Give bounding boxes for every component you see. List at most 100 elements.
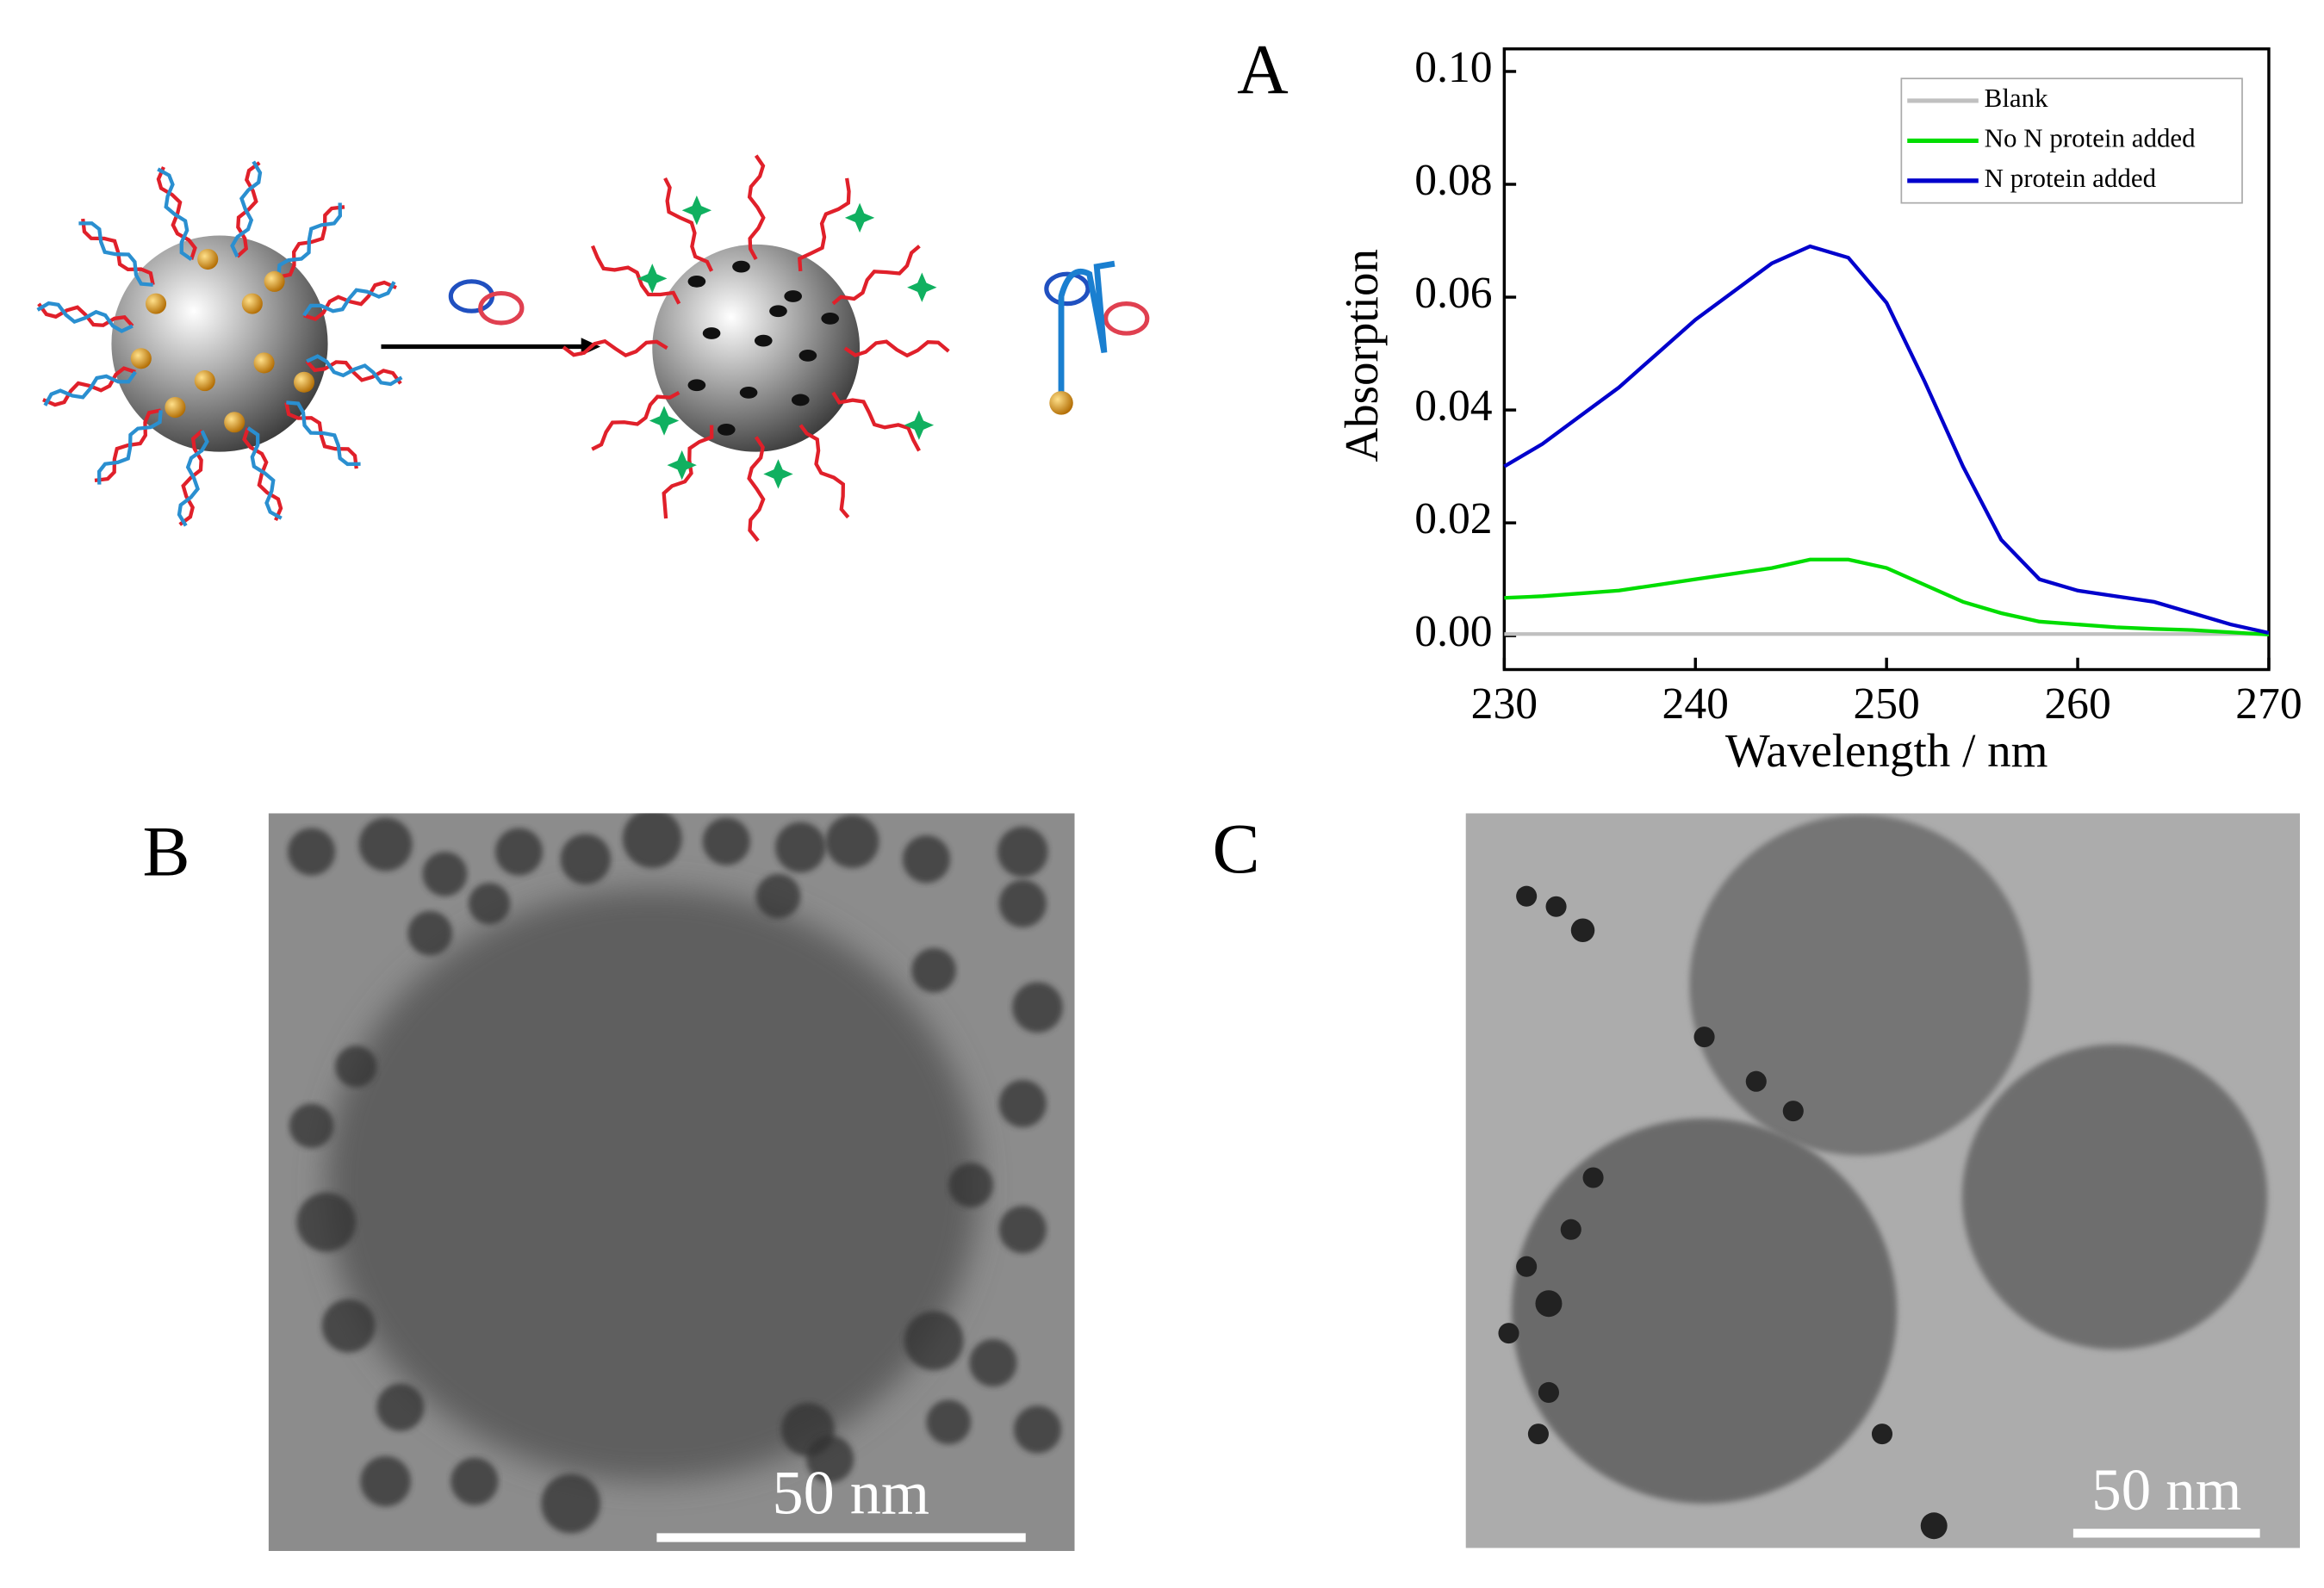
nanoparticle bbox=[1782, 1101, 1804, 1122]
strand bbox=[246, 426, 283, 520]
nanoparticle bbox=[1535, 1290, 1563, 1318]
nanoparticle bbox=[969, 1339, 1017, 1387]
nanoparticle bbox=[998, 879, 1047, 927]
strand bbox=[37, 302, 134, 328]
nanoparticle bbox=[702, 817, 750, 865]
strand bbox=[277, 202, 342, 277]
signal-star bbox=[667, 450, 697, 481]
strand bbox=[747, 436, 766, 543]
x-tick-label: 250 bbox=[1853, 679, 1919, 729]
protein bbox=[478, 291, 525, 326]
sphere bbox=[111, 235, 328, 452]
nanoparticle bbox=[1545, 896, 1567, 917]
pore bbox=[791, 394, 810, 406]
legend-label: Blank bbox=[1985, 83, 2048, 113]
panel-label: C bbox=[1212, 809, 1259, 888]
nanoparticle bbox=[1527, 1424, 1549, 1445]
nanoparticle bbox=[755, 873, 801, 919]
nanoparticle bbox=[407, 910, 453, 956]
pore bbox=[717, 423, 736, 436]
nanoparticle bbox=[468, 883, 511, 925]
nanoparticle bbox=[926, 1399, 972, 1445]
nanoparticle bbox=[1693, 1027, 1715, 1048]
panel-label: B bbox=[143, 812, 190, 891]
x-tick-label: 230 bbox=[1471, 679, 1538, 729]
aptamer bbox=[1058, 260, 1115, 400]
strand bbox=[236, 161, 261, 258]
gold-particle bbox=[293, 371, 315, 393]
gold-particle bbox=[130, 348, 152, 369]
nanoparticle bbox=[622, 813, 682, 868]
signal-star bbox=[637, 264, 668, 294]
strand bbox=[156, 166, 197, 260]
nanoparticle bbox=[296, 1192, 357, 1252]
tem-image: 50 nm bbox=[1465, 813, 2301, 1548]
strand bbox=[590, 245, 681, 305]
tem-image: 50 nm bbox=[268, 813, 1075, 1551]
y-tick-label: 0.08 bbox=[1414, 156, 1492, 205]
schematic bbox=[36, 154, 1150, 543]
strand bbox=[591, 390, 680, 451]
signal-star bbox=[763, 459, 793, 489]
x-tick-label: 270 bbox=[2235, 679, 2302, 729]
pore bbox=[769, 305, 787, 318]
pore bbox=[798, 349, 817, 362]
strand bbox=[43, 370, 137, 406]
pore bbox=[821, 312, 840, 325]
strand bbox=[277, 205, 345, 279]
strand bbox=[284, 401, 358, 469]
y-tick-label: 0.10 bbox=[1414, 43, 1492, 92]
signal-star bbox=[844, 202, 875, 233]
series-line bbox=[1503, 244, 2270, 636]
nanoparticle bbox=[997, 826, 1048, 878]
scale-label: 50 nm bbox=[772, 1458, 929, 1527]
nanoparticle bbox=[911, 947, 956, 993]
protein bbox=[1103, 301, 1150, 336]
gold-particle bbox=[194, 370, 215, 392]
nanoparticle bbox=[1538, 1381, 1559, 1403]
nanoparticle bbox=[904, 1311, 964, 1371]
nanoparticle bbox=[1516, 885, 1538, 907]
strand bbox=[78, 221, 153, 287]
strand bbox=[798, 177, 851, 272]
strand bbox=[36, 301, 134, 333]
nanoparticle bbox=[560, 834, 612, 884]
nanoparticle bbox=[998, 1206, 1047, 1254]
strand bbox=[831, 391, 921, 452]
nanoparticle bbox=[289, 1103, 334, 1149]
nanoparticle bbox=[541, 1473, 601, 1534]
nanoparticle bbox=[358, 817, 413, 872]
pore bbox=[687, 275, 706, 288]
strand bbox=[286, 400, 361, 467]
gold-particle bbox=[197, 248, 219, 270]
pore bbox=[687, 379, 706, 392]
nanoparticle bbox=[775, 822, 826, 873]
pore bbox=[739, 386, 758, 399]
nanoparticle bbox=[335, 1045, 377, 1088]
y-tick-label: 0.00 bbox=[1414, 607, 1492, 656]
nanoparticle bbox=[1745, 1070, 1767, 1092]
nanoparticle bbox=[1871, 1424, 1893, 1445]
gold-particle bbox=[253, 352, 275, 374]
tem-particle bbox=[1511, 1118, 1898, 1504]
y-tick-label: 0.02 bbox=[1414, 494, 1492, 543]
tem-particle bbox=[326, 889, 979, 1482]
nanoparticle bbox=[948, 1163, 993, 1207]
nanoparticle bbox=[1013, 1405, 1062, 1454]
signal-star bbox=[907, 272, 937, 302]
strand bbox=[157, 167, 193, 261]
x-tick-label: 260 bbox=[2044, 679, 2110, 729]
strand bbox=[305, 360, 402, 385]
strand bbox=[747, 154, 766, 261]
strand bbox=[831, 245, 921, 306]
tem-particle bbox=[1689, 815, 2031, 1156]
chart: Wavelength / nm Absorption 0.00 0.02 0.04 0… bbox=[1335, 43, 2302, 777]
signal-star bbox=[649, 406, 680, 436]
y-axis-label: Absorption bbox=[1335, 249, 1388, 462]
y-tick-label: 0.06 bbox=[1414, 269, 1492, 318]
nanoparticle bbox=[1570, 918, 1595, 943]
nanoparticle bbox=[1012, 982, 1063, 1033]
legend-label: No N protein added bbox=[1985, 123, 2197, 153]
